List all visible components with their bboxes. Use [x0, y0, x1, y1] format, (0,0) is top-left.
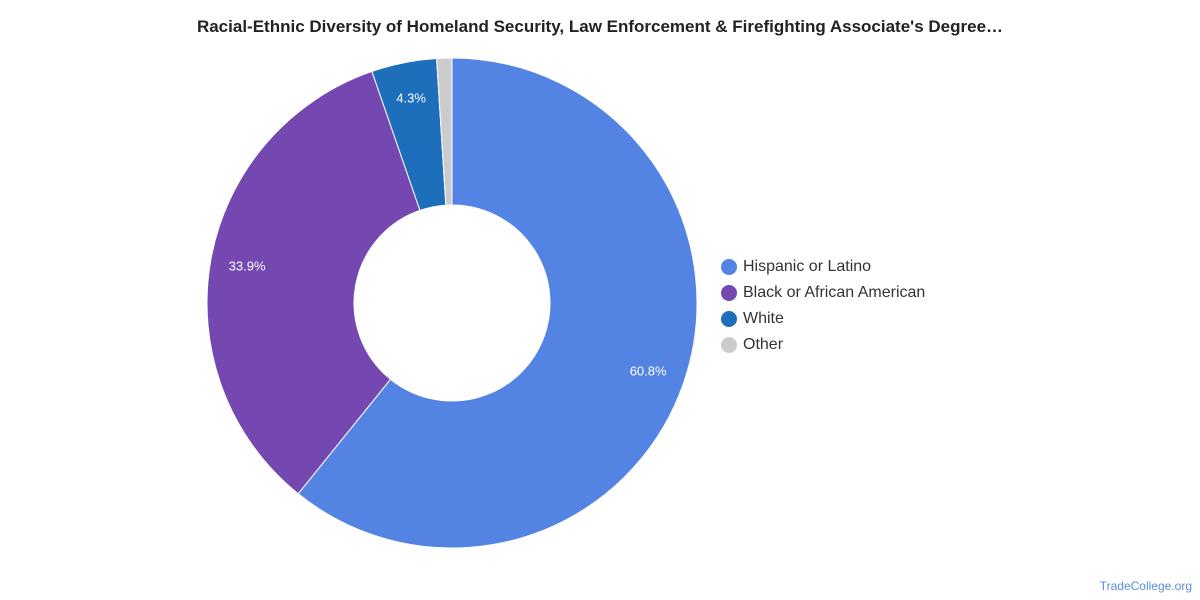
legend-item-hispanic-or-latino[interactable]: Hispanic or Latino	[721, 254, 925, 280]
legend-swatch	[721, 337, 737, 353]
slice-label-white: 4.3%	[396, 90, 426, 105]
slice-black-or-african-american[interactable]	[206, 70, 421, 495]
legend-swatch	[721, 285, 737, 301]
legend-label: White	[743, 310, 784, 327]
legend-label: Black or African American	[743, 284, 926, 301]
slice-hispanic-or-latino[interactable]	[297, 57, 698, 549]
legend-label: Other	[743, 336, 784, 353]
chart-title: Racial-Ethnic Diversity of Homeland Secu…	[196, 17, 1004, 36]
legend-item-white[interactable]: White	[721, 306, 925, 332]
slice-other[interactable]	[436, 57, 453, 206]
legend-item-other[interactable]: Other	[721, 332, 925, 358]
chart-legend: Hispanic or Latino Black or African Amer…	[721, 254, 925, 358]
legend-item-black-or-african-american[interactable]: Black or African American	[721, 280, 925, 306]
legend-swatch	[721, 311, 737, 327]
slice-label-black-or-african-american: 33.9%	[229, 259, 266, 274]
source-link[interactable]: TradeCollege.org	[1099, 579, 1192, 593]
slice-label-hispanic-or-latino: 60.8%	[630, 364, 667, 379]
legend-label: Hispanic or Latino	[743, 258, 872, 275]
legend-swatch	[721, 259, 737, 275]
